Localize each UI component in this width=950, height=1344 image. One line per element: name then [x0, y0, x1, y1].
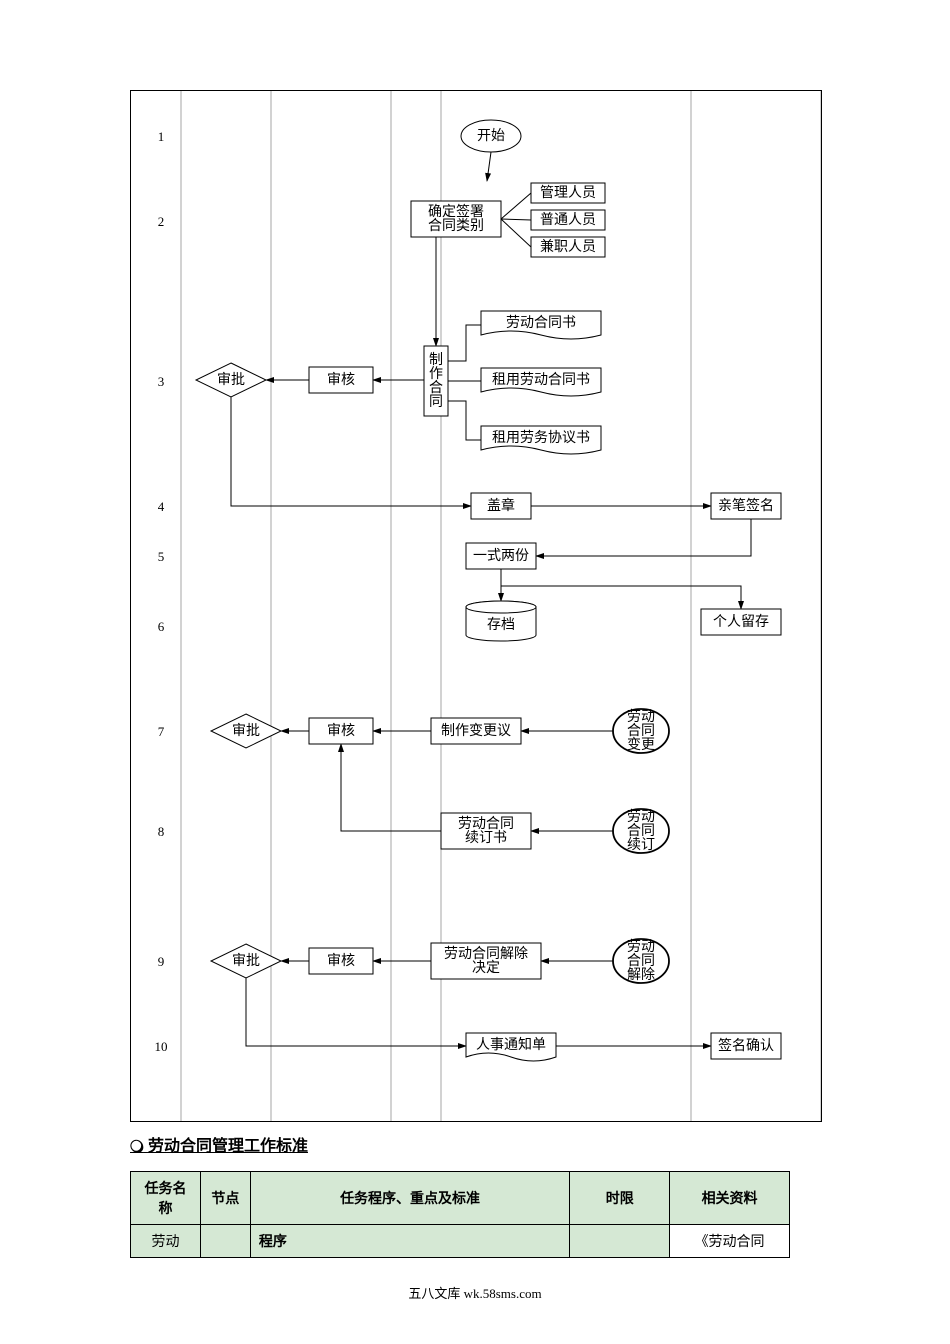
svg-text:开始: 开始: [477, 128, 505, 144]
svg-text:同: 同: [429, 395, 443, 410]
node-n3_doc3: 租用劳务协议书: [481, 426, 601, 454]
node-n7_approve: 审批: [211, 714, 281, 748]
table-cell: [200, 1225, 250, 1258]
svg-text:存档: 存档: [487, 617, 515, 633]
node-n3_doc2: 租用劳动合同书: [481, 368, 601, 396]
node-n9_review: 审核: [309, 948, 373, 974]
svg-text:1: 1: [158, 129, 165, 144]
table-cell: 程序: [250, 1225, 569, 1258]
svg-text:决定: 决定: [472, 960, 500, 976]
node-n4_sign: 亲笔签名: [711, 493, 781, 519]
svg-text:2: 2: [158, 214, 165, 229]
svg-text:审核: 审核: [327, 723, 355, 739]
svg-text:审批: 审批: [232, 723, 260, 739]
svg-text:解除: 解除: [627, 967, 655, 983]
table-header: 任务名称: [131, 1172, 201, 1225]
table-header: 时限: [570, 1172, 670, 1225]
node-n9_term_e: 劳动合同解除: [613, 939, 669, 983]
svg-text:审核: 审核: [327, 372, 355, 388]
svg-text:8: 8: [158, 824, 165, 839]
svg-text:4: 4: [158, 499, 165, 514]
node-n3_review: 审核: [309, 367, 373, 393]
node-n2_c: 兼职人员: [531, 237, 605, 257]
flowchart-svg: 12345678910开始确定签署合同类别管理人员普通人员兼职人员制作合同劳动合…: [131, 91, 821, 1121]
flowchart-container: 12345678910开始确定签署合同类别管理人员普通人员兼职人员制作合同劳动合…: [130, 90, 822, 1122]
svg-text:7: 7: [158, 724, 165, 739]
svg-text:普通人员: 普通人员: [540, 212, 596, 228]
node-n9_doc: 劳动合同解除决定: [431, 943, 541, 979]
svg-text:租用劳动合同书: 租用劳动合同书: [492, 372, 590, 388]
svg-text:10: 10: [155, 1039, 168, 1054]
svg-text:劳动合同书: 劳动合同书: [506, 315, 576, 331]
table-cell: [570, 1225, 670, 1258]
table-header: 节点: [200, 1172, 250, 1225]
svg-text:合同: 合同: [627, 723, 655, 739]
svg-text:劳动: 劳动: [627, 709, 655, 725]
node-n10_sign: 签名确认: [711, 1033, 781, 1059]
svg-text:6: 6: [158, 619, 165, 634]
node-n8_doc: 劳动合同续订书: [441, 813, 531, 849]
node-n5_dup: 一式两份: [466, 543, 536, 569]
node-start: 开始: [461, 120, 521, 152]
svg-text:作: 作: [429, 366, 443, 382]
svg-text:3: 3: [158, 374, 165, 389]
node-n7_review: 审核: [309, 718, 373, 744]
table-cell: 《劳动合同: [670, 1225, 790, 1258]
table-header: 相关资料: [670, 1172, 790, 1225]
svg-text:审批: 审批: [217, 372, 245, 388]
node-n3_doc1: 劳动合同书: [481, 311, 601, 339]
node-n2_a: 管理人员: [531, 183, 605, 203]
node-n8_renew_e: 劳动合同续订: [613, 809, 669, 853]
svg-text:合同类别: 合同类别: [428, 218, 484, 234]
svg-text:9: 9: [158, 954, 165, 969]
svg-text:兼职人员: 兼职人员: [540, 239, 596, 255]
node-n10_doc: 人事通知单: [466, 1033, 556, 1061]
table-header: 任务程序、重点及标准: [250, 1172, 569, 1225]
svg-text:制作变更议: 制作变更议: [441, 723, 511, 739]
svg-text:合同: 合同: [627, 823, 655, 839]
svg-text:劳动: 劳动: [627, 809, 655, 825]
bullet-icon: 🔾: [130, 1138, 144, 1155]
svg-text:签名确认: 签名确认: [718, 1037, 774, 1054]
svg-text:变更: 变更: [627, 737, 655, 753]
node-n6_arch: 存档: [466, 601, 536, 641]
svg-text:一式两份: 一式两份: [473, 548, 529, 564]
node-n3_approve: 审批: [196, 363, 266, 397]
section-title-text: 劳动合同管理工作标准: [148, 1138, 308, 1155]
node-n7_make: 制作变更议: [431, 718, 521, 744]
svg-text:合: 合: [429, 380, 443, 396]
page-footer: 五八文库 wk.58sms.com: [0, 1283, 950, 1332]
node-n4_seal: 盖章: [471, 493, 531, 519]
node-n3_make: 制作合同: [424, 346, 448, 416]
svg-text:确定签署: 确定签署: [428, 203, 484, 220]
svg-text:租用劳务协议书: 租用劳务协议书: [492, 430, 590, 446]
standards-table: 任务名称节点任务程序、重点及标准时限相关资料 劳动 程序 《劳动合同: [130, 1171, 790, 1258]
svg-text:审批: 审批: [232, 953, 260, 969]
svg-text:人事通知单: 人事通知单: [476, 1036, 546, 1053]
node-n2_main: 确定签署合同类别: [411, 201, 501, 237]
node-n6_keep: 个人留存: [701, 609, 781, 635]
svg-text:管理人员: 管理人员: [540, 185, 596, 201]
svg-text:盖章: 盖章: [487, 497, 515, 514]
svg-text:劳动合同解除: 劳动合同解除: [444, 946, 528, 962]
node-n2_b: 普通人员: [531, 210, 605, 230]
section-title: 🔾 劳动合同管理工作标准: [130, 1132, 950, 1156]
node-n9_approve: 审批: [211, 944, 281, 978]
svg-text:劳动: 劳动: [627, 939, 655, 955]
svg-text:个人留存: 个人留存: [713, 614, 769, 630]
node-n7_change: 劳动合同变更: [613, 709, 669, 753]
svg-text:劳动合同: 劳动合同: [458, 816, 514, 832]
svg-text:审核: 审核: [327, 953, 355, 969]
table-cell: 劳动: [131, 1225, 201, 1258]
svg-text:续订书: 续订书: [465, 829, 507, 846]
svg-text:合同: 合同: [627, 953, 655, 969]
svg-text:制: 制: [429, 352, 443, 368]
svg-text:续订: 续订: [627, 836, 655, 853]
svg-text:5: 5: [158, 549, 165, 564]
svg-text:亲笔签名: 亲笔签名: [718, 497, 774, 514]
